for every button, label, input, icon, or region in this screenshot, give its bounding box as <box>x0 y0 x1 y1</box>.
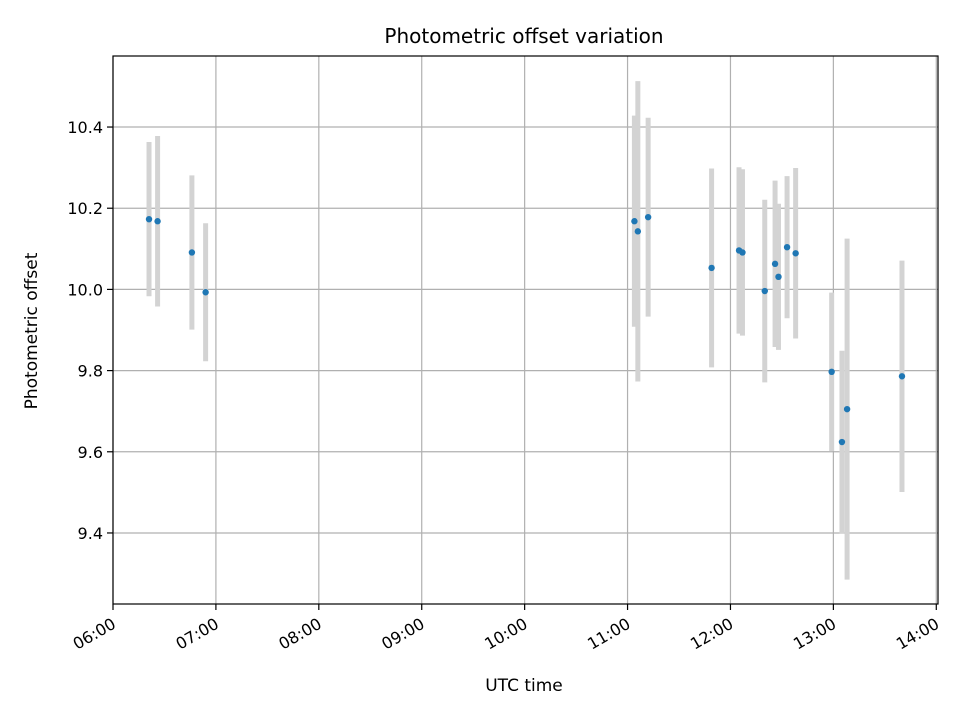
data-point <box>154 218 161 225</box>
x-axis-title: UTC time <box>485 676 563 696</box>
data-point <box>188 249 196 256</box>
data-point <box>202 289 209 296</box>
x-tick-label: 13:00 <box>790 614 839 654</box>
data-point <box>761 287 768 295</box>
y-tick-label: 9.8 <box>78 362 103 381</box>
x-tick-label: 09:00 <box>378 614 427 654</box>
grid-lines <box>112 56 938 604</box>
x-tick-label: 10:00 <box>481 614 530 654</box>
x-tick-label: 14:00 <box>893 614 942 654</box>
y-tick-label: 9.6 <box>78 443 103 462</box>
y-tick-label: 10.4 <box>67 118 103 137</box>
data-point <box>708 264 715 272</box>
data-point <box>783 243 791 251</box>
x-axis-ticks: 06:00 07:00 08:00 09:00 10:00 11:00 12:00 13:00… <box>70 604 942 654</box>
y-tick-label: 9.4 <box>78 524 103 543</box>
x-tick-label: 06:00 <box>70 614 119 654</box>
y-tick-label: 10.2 <box>67 199 103 218</box>
data-point <box>843 405 851 413</box>
error-bars <box>146 81 905 580</box>
data-point <box>634 228 642 235</box>
x-tick-label: 12:00 <box>687 614 736 654</box>
data-point <box>644 213 652 221</box>
y-axis-ticks: 9.4 9.6 9.8 10.0 10.2 10.4 <box>67 118 113 543</box>
data-point <box>838 438 846 446</box>
data-point <box>631 218 638 225</box>
y-tick-label: 10.0 <box>67 280 103 299</box>
x-tick-label: 07:00 <box>172 614 221 654</box>
data-point <box>739 249 746 256</box>
y-axis-title: Photometric offset <box>22 252 42 409</box>
data-point <box>792 250 799 257</box>
x-tick-label: 08:00 <box>275 614 324 654</box>
data-point <box>775 273 782 281</box>
chart-title: Photometric offset variation <box>384 24 663 48</box>
data-point <box>145 215 153 223</box>
x-tick-label: 11:00 <box>584 614 633 654</box>
data-point <box>771 260 779 268</box>
data-point <box>898 373 906 380</box>
plot-frame <box>112 55 939 605</box>
data-points <box>145 213 906 446</box>
data-point <box>828 368 835 376</box>
